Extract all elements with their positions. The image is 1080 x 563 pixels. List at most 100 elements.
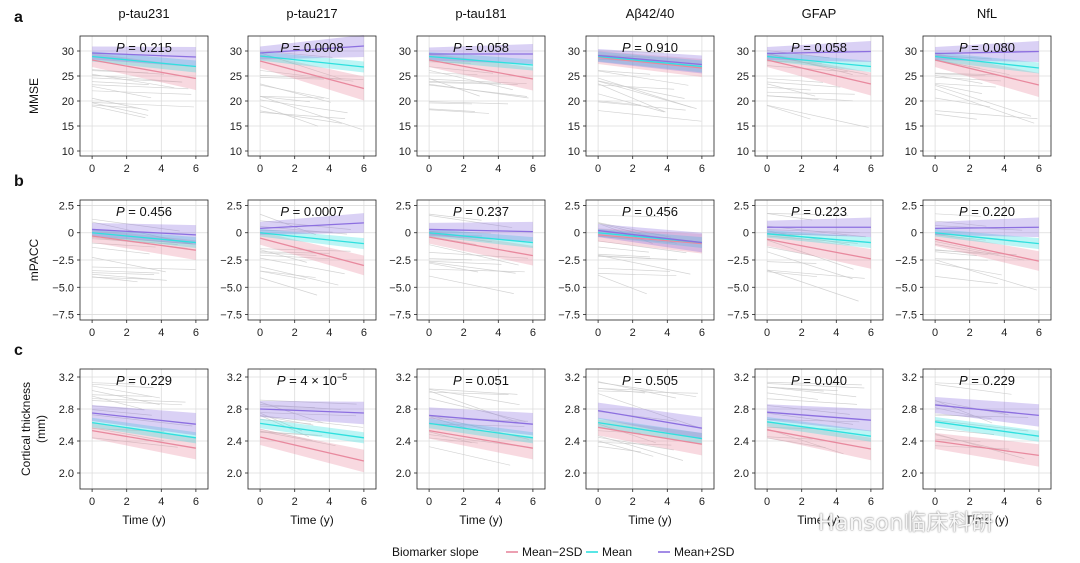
y-tick-label: 15 xyxy=(737,121,749,133)
individual-trajectory xyxy=(429,69,513,91)
y-tick-label: 3.2 xyxy=(565,372,580,384)
individual-trajectory xyxy=(92,77,182,83)
y-tick-label: 20 xyxy=(399,96,411,108)
individual-trajectory xyxy=(767,436,813,440)
x-tick-label: 4 xyxy=(833,496,839,508)
ci-band-high xyxy=(92,222,196,245)
individual-trajectory xyxy=(767,381,862,386)
x-tick-label: 6 xyxy=(361,163,367,175)
y-tick-label: 25 xyxy=(737,71,749,83)
x-tick-label: 0 xyxy=(764,163,770,175)
p-value-label: P = 0.0007 xyxy=(280,204,343,219)
ci-band-low xyxy=(935,433,1039,467)
individual-trajectory xyxy=(767,427,851,430)
y-tick-label: 30 xyxy=(568,46,580,58)
panel-letter: b xyxy=(14,173,24,190)
ci-band-high xyxy=(260,401,364,425)
y-tick-label: 25 xyxy=(62,71,74,83)
trend-line-low xyxy=(598,426,702,445)
y-tick-label: 10 xyxy=(905,146,917,158)
individual-trajectory xyxy=(767,437,826,448)
individual-trajectory xyxy=(92,400,183,406)
trend-line-low xyxy=(259,436,365,462)
individual-trajectory xyxy=(767,383,865,389)
trend-line-mid xyxy=(767,55,871,68)
individual-trajectory xyxy=(429,262,479,273)
y-tick-label: 30 xyxy=(230,46,242,58)
legend-label: Mean xyxy=(602,545,632,559)
x-tick-label: 4 xyxy=(664,163,670,175)
individual-trajectory xyxy=(92,414,193,427)
x-tick-label: 2 xyxy=(124,163,130,175)
y-tick-label: 2.5 xyxy=(565,200,580,212)
p-equals: = 0.910 xyxy=(631,40,678,55)
individual-trajectory xyxy=(935,72,996,76)
x-tick-label: 4 xyxy=(326,327,332,339)
individual-trajectory xyxy=(767,83,816,97)
x-axis-label: Time (y) xyxy=(965,513,1009,527)
ci-band-high xyxy=(429,407,533,436)
individual-trajectory xyxy=(429,82,518,85)
p-symbol: P xyxy=(791,373,800,388)
individual-trajectory xyxy=(92,104,140,109)
y-tick-label: 2.0 xyxy=(396,468,411,480)
y-tick-label: 3.2 xyxy=(59,372,74,384)
x-tick-label: 2 xyxy=(124,327,130,339)
p-value-label: P = 0.040 xyxy=(791,373,847,388)
trend-line-high xyxy=(935,50,1039,55)
y-tick-label: 20 xyxy=(62,96,74,108)
individual-trajectory xyxy=(598,70,689,86)
trend-line-high xyxy=(935,404,1039,417)
p-equals: = 0.229 xyxy=(968,373,1015,388)
ci-band-low xyxy=(429,422,533,460)
individual-trajectory xyxy=(597,393,700,429)
x-tick-label: 6 xyxy=(868,327,874,339)
column-title: GFAP xyxy=(802,6,837,21)
ci-band-low xyxy=(260,231,364,276)
individual-trajectory xyxy=(598,272,677,277)
panel-frame xyxy=(79,368,209,490)
individual-trajectory xyxy=(598,381,676,399)
plot-panel: 2.0 2.4 2.8 3.2 0 2 4 6 P = 4 × 10−5 Time (y) xyxy=(227,368,377,527)
individual-trajectory xyxy=(92,398,186,403)
individual-trajectory xyxy=(260,249,307,263)
p-equals: = 0.229 xyxy=(125,373,172,388)
y-tick-label: 20 xyxy=(905,96,917,108)
individual-trajectory xyxy=(92,382,135,385)
trend-line-high xyxy=(598,54,702,66)
x-tick-label: 0 xyxy=(89,496,95,508)
trend-line-low xyxy=(598,56,702,69)
x-tick-label: 4 xyxy=(495,327,501,339)
plot-panel: 2.0 2.4 2.8 3.2 0 2 4 6 P = 0.229 Time (y) xyxy=(59,368,209,527)
x-tick-label: 2 xyxy=(630,163,636,175)
y-tick-label: 10 xyxy=(62,146,74,158)
p-symbol: P xyxy=(791,204,800,219)
individual-trajectory xyxy=(598,93,665,113)
y-tick-label: −2.5 xyxy=(558,255,580,267)
individual-trajectory xyxy=(935,428,995,435)
individual-trajectory xyxy=(429,275,514,294)
ci-band-mid xyxy=(92,228,196,248)
plot-panel: p-tau181 10 15 20 25 30 0 2 4 6 P = 0.058 xyxy=(399,6,546,175)
x-tick-label: 2 xyxy=(461,496,467,508)
p-equals: = 0.456 xyxy=(631,204,678,219)
y-tick-label: 3.2 xyxy=(227,372,242,384)
ci-band-low xyxy=(260,54,364,101)
y-tick-label: −2.5 xyxy=(727,255,749,267)
y-tick-label: 2.4 xyxy=(734,436,749,448)
trend-line-low xyxy=(934,59,1040,86)
x-tick-label: 4 xyxy=(326,163,332,175)
x-tick-label: 0 xyxy=(932,163,938,175)
individual-trajectory xyxy=(766,239,854,270)
x-axis-label: Time (y) xyxy=(122,513,166,527)
plot-panel: 2.0 2.4 2.8 3.2 0 2 4 6 P = 0.505 Time (y) xyxy=(565,368,715,527)
watermark: Hanson临床科研 xyxy=(818,511,994,536)
p-symbol: P xyxy=(280,40,289,55)
x-tick-label: 0 xyxy=(595,163,601,175)
x-tick-label: 0 xyxy=(764,327,770,339)
plot-area xyxy=(417,369,545,489)
p-value-label: P = 0.051 xyxy=(453,373,509,388)
p-value-label: P = 0.215 xyxy=(116,40,172,55)
individual-trajectory xyxy=(598,387,645,394)
individual-trajectory xyxy=(598,54,650,58)
